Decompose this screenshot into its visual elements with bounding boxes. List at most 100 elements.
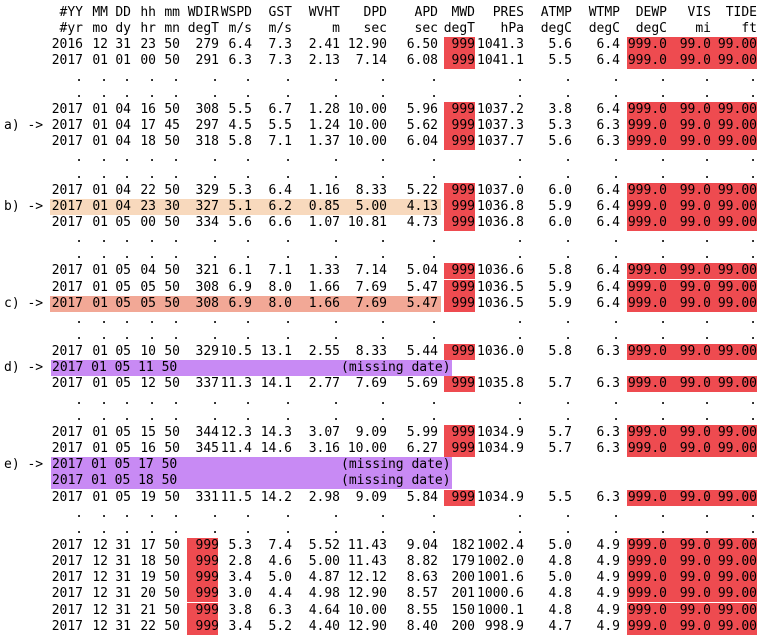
- ellipsis-dot: .: [123, 85, 131, 101]
- data-row: 2017 01 04 16 50 308 5.5 6.7 1.28 10.00 5.96 999 103…: [0, 101, 762, 118]
- ellipsis-dot: .: [244, 150, 252, 166]
- data-row: 2017 01 05 04 50 321 6.1 7.1 1.33 7.14 5.04 999 1036…: [0, 263, 762, 280]
- ellipsis-dot: .: [332, 166, 340, 182]
- cell-wtmp: 4.9: [596, 618, 620, 634]
- missing-value-marker: [187, 570, 218, 587]
- cell-gst: 5.0: [268, 570, 292, 586]
- cell-mm: 50: [164, 618, 180, 634]
- ellipsis-dot: .: [612, 505, 620, 521]
- cell-atmp: 5.3: [548, 118, 572, 134]
- ellipsis-dot: .: [749, 521, 757, 537]
- cell-dpd: 12.12: [347, 570, 387, 586]
- missing-value-marker: [444, 214, 475, 231]
- cell-apd: 5.22: [406, 182, 438, 198]
- ellipsis-dot: .: [123, 408, 131, 424]
- header-cell-hh: hh: [140, 5, 156, 20]
- cell-hh: 19: [140, 570, 156, 586]
- ellipsis-dot: .: [612, 408, 620, 424]
- ellipsis-dot: .: [612, 311, 620, 327]
- cell-yy: 2016: [51, 37, 83, 53]
- cell-wdir: 321: [195, 263, 219, 279]
- cell-mm: 01: [92, 118, 108, 134]
- cell-wspd: 5.6: [228, 214, 252, 230]
- ellipsis-dot: .: [659, 166, 667, 182]
- cell-apd: 8.57: [406, 586, 438, 602]
- cell-dpd: 12.90: [347, 37, 387, 53]
- cell-yy: 2017: [51, 344, 83, 360]
- header-cell-vis: mi: [695, 21, 711, 37]
- ellipsis-dot: .: [100, 166, 108, 182]
- ellipsis-dot: .: [172, 521, 180, 537]
- cell-vis: 99.0: [679, 118, 711, 134]
- cell-hh: 05: [140, 295, 156, 311]
- header-cell-wvht: m: [332, 21, 340, 37]
- ellipsis-dot: .: [284, 69, 292, 85]
- cell-wspd: 5.3: [228, 537, 252, 553]
- cell-dd: 05: [115, 214, 131, 230]
- cell-wdir: 999: [195, 554, 219, 570]
- cell-wspd: 3.4: [228, 618, 252, 634]
- cell-wvht: 4.40: [308, 618, 340, 634]
- ellipsis-dot: .: [612, 69, 620, 85]
- cell-hh: 23: [140, 198, 156, 214]
- cell-hh: 17: [140, 118, 156, 134]
- ellipsis-dot: .: [703, 521, 711, 537]
- cell-mm: 01: [92, 441, 108, 457]
- ellipsis-dot: .: [379, 247, 387, 263]
- cell-atmp: 5.7: [548, 376, 572, 392]
- ellipsis-dot: .: [516, 392, 524, 408]
- cell-wspd: 5.5: [228, 101, 252, 117]
- cell-atmp: 5.9: [548, 295, 572, 311]
- ellipsis-dot: .: [172, 69, 180, 85]
- header-cell-wtmp: WTMP: [588, 5, 620, 20]
- ellipsis-dot: .: [284, 150, 292, 166]
- ellipsis-dot: .: [148, 166, 156, 182]
- header-cell-hh: hr: [140, 21, 156, 37]
- ellipsis-dot: .: [659, 521, 667, 537]
- ellipsis-row: .................: [0, 86, 762, 102]
- cell-wspd: 11.3: [220, 376, 252, 392]
- header-cell-mwd: MWD: [451, 5, 475, 20]
- cell-wtmp: 6.3: [596, 118, 620, 134]
- missing-value-marker: [444, 198, 475, 215]
- cell-hh: 18: [140, 554, 156, 570]
- ellipsis-dot: .: [612, 247, 620, 263]
- ellipsis-dot: .: [430, 150, 438, 166]
- missing-value-marker: [627, 37, 668, 54]
- ellipsis-dot: .: [749, 328, 757, 343]
- missing-date-row: e) -> 2017 01 05 17 50 (missing date): [0, 457, 762, 474]
- header-cell-mm: MM: [92, 5, 108, 20]
- cell-mm: 12: [92, 586, 108, 602]
- cell-vis: 99.0: [679, 489, 711, 505]
- cell-mwd: 200: [451, 618, 475, 634]
- ellipsis-dot: .: [332, 505, 340, 521]
- ellipsis-dot: .: [123, 150, 131, 166]
- cell-tide: 99.00: [717, 214, 757, 230]
- ellipsis-dot: .: [612, 231, 620, 247]
- ellipsis-dot: .: [749, 247, 757, 263]
- ellipsis-dot: .: [332, 408, 340, 424]
- cell-dd: 05: [115, 441, 131, 457]
- row-annotation-label: e) ->: [4, 457, 44, 473]
- ellipsis-dot: .: [75, 231, 83, 247]
- cell-mwd: 999: [451, 263, 475, 279]
- ellipsis-dot: .: [100, 408, 108, 424]
- cell-mm: 50: [164, 489, 180, 505]
- ellipsis-dot: .: [516, 231, 524, 247]
- cell-pres: 1036.0: [477, 344, 524, 360]
- cell-mm: 45: [164, 118, 180, 134]
- cell-dd: 05: [115, 424, 131, 440]
- ellipsis-dot: .: [749, 505, 757, 521]
- cell-yy: 2017: [51, 279, 83, 295]
- cell-gst: 8.0: [268, 279, 292, 295]
- cell-dpd: 7.14: [355, 53, 387, 69]
- cell-gst: 14.3: [260, 424, 292, 440]
- ellipsis-dot: .: [564, 408, 572, 424]
- ellipsis-dot: .: [703, 85, 711, 101]
- ellipsis-dot: .: [332, 521, 340, 537]
- data-row: b) -> 2017 01 04 23 30 327 5.1 6.2 0.85 5.00 4.13 99…: [0, 198, 762, 215]
- header-cell-atmp: ATMP: [540, 5, 572, 20]
- cell-dpd: 7.69: [355, 376, 387, 392]
- cell-apd: 5.47: [406, 295, 438, 311]
- cell-dewp: 999.0: [627, 134, 667, 150]
